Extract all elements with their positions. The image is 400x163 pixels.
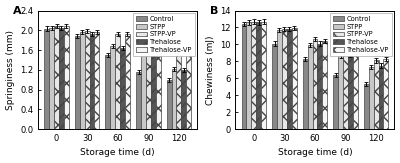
Bar bbox=[64, 26, 69, 129]
Legend: Control, STPP, STPP-VP, Trehalose, Trehalose-VP: Control, STPP, STPP-VP, Trehalose, Treha… bbox=[133, 13, 195, 56]
Bar bbox=[85, 31, 90, 129]
Bar bbox=[146, 44, 151, 129]
Bar bbox=[338, 55, 343, 129]
Bar bbox=[59, 28, 64, 129]
Bar bbox=[246, 22, 251, 129]
Bar bbox=[110, 46, 115, 129]
Bar bbox=[156, 44, 160, 129]
Bar bbox=[44, 29, 49, 129]
Bar bbox=[151, 52, 156, 129]
Bar bbox=[308, 45, 312, 129]
Bar bbox=[49, 28, 54, 129]
Bar bbox=[272, 44, 277, 129]
Bar bbox=[106, 55, 110, 129]
Bar bbox=[287, 29, 292, 129]
Bar bbox=[125, 34, 130, 129]
Bar bbox=[378, 66, 384, 129]
Bar bbox=[141, 51, 146, 129]
Bar bbox=[369, 67, 374, 129]
Bar bbox=[343, 44, 348, 129]
Bar bbox=[348, 55, 353, 129]
Bar bbox=[322, 41, 327, 129]
Bar bbox=[54, 26, 59, 129]
Bar bbox=[172, 69, 176, 129]
Text: B: B bbox=[210, 6, 218, 16]
Bar bbox=[90, 34, 94, 129]
Bar bbox=[75, 36, 80, 129]
Bar bbox=[120, 48, 125, 129]
Bar bbox=[115, 34, 120, 129]
Bar bbox=[312, 39, 317, 129]
Bar bbox=[282, 29, 287, 129]
Bar bbox=[176, 52, 181, 129]
Bar bbox=[317, 44, 322, 129]
Bar bbox=[364, 84, 369, 129]
Bar bbox=[333, 75, 338, 129]
Y-axis label: Springiness (mm): Springiness (mm) bbox=[6, 30, 14, 110]
Bar bbox=[251, 22, 256, 129]
Bar bbox=[303, 59, 308, 129]
Bar bbox=[292, 28, 297, 129]
Bar bbox=[80, 32, 85, 129]
Bar bbox=[167, 80, 172, 129]
Bar bbox=[256, 22, 261, 129]
Bar bbox=[94, 32, 99, 129]
Bar bbox=[261, 22, 266, 129]
Bar bbox=[277, 30, 282, 129]
Bar bbox=[136, 72, 141, 129]
Bar bbox=[186, 53, 191, 129]
Bar bbox=[242, 24, 246, 129]
X-axis label: Storage time (d): Storage time (d) bbox=[278, 148, 352, 157]
Text: A: A bbox=[13, 6, 22, 16]
Bar bbox=[181, 70, 186, 129]
Y-axis label: Chewiness (mJ): Chewiness (mJ) bbox=[206, 35, 214, 104]
Bar bbox=[374, 60, 378, 129]
Bar bbox=[384, 59, 388, 129]
Bar bbox=[353, 44, 358, 129]
Legend: Control, STPP, STPP-VP, Trehalose, Trehalose-VP: Control, STPP, STPP-VP, Trehalose, Treha… bbox=[330, 13, 392, 56]
X-axis label: Storage time (d): Storage time (d) bbox=[80, 148, 155, 157]
